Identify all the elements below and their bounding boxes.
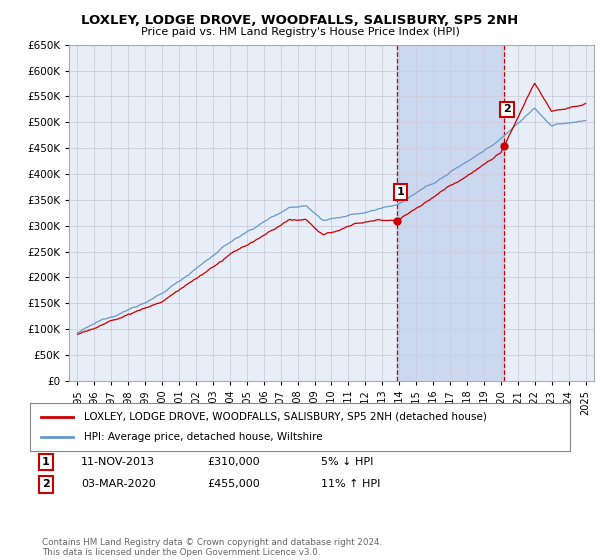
- Text: LOXLEY, LODGE DROVE, WOODFALLS, SALISBURY, SP5 2NH (detached house): LOXLEY, LODGE DROVE, WOODFALLS, SALISBUR…: [84, 412, 487, 422]
- Text: 1: 1: [397, 187, 404, 197]
- Text: 5% ↓ HPI: 5% ↓ HPI: [321, 457, 373, 467]
- Text: LOXLEY, LODGE DROVE, WOODFALLS, SALISBURY, SP5 2NH: LOXLEY, LODGE DROVE, WOODFALLS, SALISBUR…: [82, 14, 518, 27]
- Text: 11-NOV-2013: 11-NOV-2013: [81, 457, 155, 467]
- Text: 11% ↑ HPI: 11% ↑ HPI: [321, 479, 380, 489]
- Text: Contains HM Land Registry data © Crown copyright and database right 2024.
This d: Contains HM Land Registry data © Crown c…: [42, 538, 382, 557]
- Text: HPI: Average price, detached house, Wiltshire: HPI: Average price, detached house, Wilt…: [84, 432, 323, 442]
- Text: 03-MAR-2020: 03-MAR-2020: [81, 479, 156, 489]
- Text: 2: 2: [503, 104, 511, 114]
- Text: Price paid vs. HM Land Registry's House Price Index (HPI): Price paid vs. HM Land Registry's House …: [140, 27, 460, 37]
- Text: £455,000: £455,000: [207, 479, 260, 489]
- Text: £310,000: £310,000: [207, 457, 260, 467]
- Text: 2: 2: [42, 479, 50, 489]
- Text: 1: 1: [42, 457, 50, 467]
- Bar: [397, 45, 504, 381]
